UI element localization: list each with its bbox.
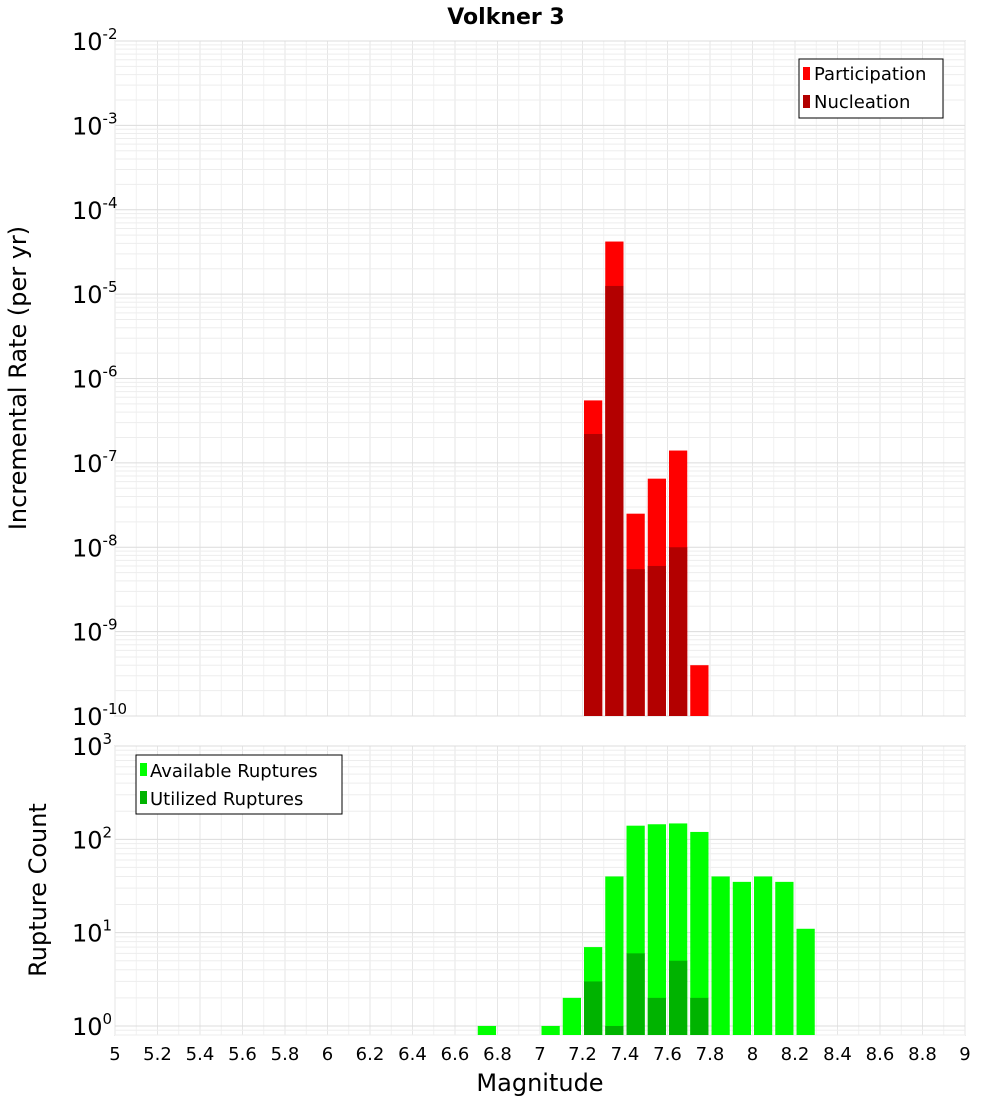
overlay-bar-count-3: [647, 997, 666, 1035]
y-tick-label: 10-8: [72, 531, 118, 562]
count-y-tick-labels: 100 101 102 103: [72, 730, 112, 1041]
count-legend: Available Ruptures Utilized Ruptures: [135, 754, 343, 815]
y-tick-label: 10-3: [72, 109, 118, 140]
participation-swatch: [803, 67, 810, 80]
overlay-bar-count-4: [669, 960, 688, 1035]
bar-count-9: [711, 876, 730, 1035]
rate-y-tick-labels: 10-10 10-9 10-8 10-7 10-6 10-5 10-4 10-3 10-2: [72, 25, 127, 731]
x-axis-title: Magnitude: [476, 1069, 603, 1097]
x-tick-label: 6.6: [441, 1044, 470, 1065]
bar-count-10: [732, 881, 751, 1035]
count-legend-box: [135, 754, 343, 815]
overlay-bar-rate-1: [605, 285, 624, 716]
nucleation-legend-label: Nucleation: [814, 92, 910, 113]
nucleation-swatch: [803, 95, 810, 108]
rate-legend-box: [798, 58, 944, 119]
bar-count-4: [605, 876, 624, 1035]
participation-legend-label: Participation: [814, 64, 926, 85]
y-tick-label: 100: [72, 1010, 112, 1041]
x-tick-label: 8.6: [866, 1044, 895, 1065]
overlay-bar-rate-4: [669, 547, 688, 716]
x-tick-label: 8.2: [781, 1044, 810, 1065]
available-legend-label: Available Ruptures: [150, 761, 318, 782]
count-bars: [477, 823, 815, 1035]
x-tick-label: 7.4: [611, 1044, 640, 1065]
bar-count-8: [690, 831, 709, 1035]
bar-count-13: [796, 928, 815, 1035]
x-tick-label: 6.2: [356, 1044, 385, 1065]
overlay-bar-rate-3: [647, 565, 666, 716]
bar-count-6: [647, 824, 666, 1035]
bar-count-2: [562, 997, 581, 1035]
y-tick-label: 10-9: [72, 616, 118, 647]
x-tick-label: 8: [747, 1044, 758, 1065]
utilized-legend-label: Utilized Ruptures: [150, 789, 303, 810]
overlay-bar-count-2: [626, 953, 645, 1035]
x-tick-label: 5.4: [186, 1044, 215, 1065]
y-tick-label: 10-10: [72, 700, 127, 731]
x-tick-label: 7: [534, 1044, 545, 1065]
y-tick-label: 10-4: [72, 194, 118, 225]
x-tick-label: 6.4: [398, 1044, 427, 1065]
x-tick-label: 8.4: [823, 1044, 852, 1065]
x-tick-label: 8.8: [908, 1044, 937, 1065]
count-y-axis-title: Rupture Count: [24, 803, 52, 977]
x-tick-label: 6: [322, 1044, 333, 1065]
x-tick-label: 7.6: [653, 1044, 682, 1065]
rate-bars: [584, 241, 709, 717]
bar-count-1: [541, 1025, 560, 1035]
rate-legend: Participation Nucleation: [798, 58, 944, 119]
y-tick-label: 102: [72, 823, 112, 854]
x-tick-label: 5: [109, 1044, 120, 1065]
overlay-bar-count-1: [605, 1025, 624, 1035]
overlay-bar-count-5: [690, 997, 709, 1035]
rate-plot: 10-10 10-9 10-8 10-7 10-6 10-5 10-4 10-3 10-2 In…: [4, 25, 966, 731]
rate-gridlines: [114, 40, 966, 717]
y-tick-label: 10-2: [72, 25, 118, 56]
bar-rate-5: [690, 665, 709, 716]
y-tick-label: 10-7: [72, 447, 118, 478]
x-tick-label: 5.6: [228, 1044, 257, 1065]
y-tick-label: 10-6: [72, 363, 118, 394]
x-tick-label: 5.2: [143, 1044, 172, 1065]
bar-count-12: [775, 881, 794, 1035]
x-tick-label: 5.8: [271, 1044, 300, 1065]
overlay-bar-count-0: [584, 981, 603, 1035]
x-tick-label: 6.8: [483, 1044, 512, 1065]
x-tick-labels: 5 5.2 5.4 5.6 5.8 6 6.2 6.4 6.6 6.8 7 7.2 7.4 7.6 7.8 8…: [109, 1044, 970, 1065]
y-tick-label: 101: [72, 917, 112, 948]
bar-count-11: [754, 876, 773, 1035]
x-tick-label: 7.8: [696, 1044, 725, 1065]
rate-y-axis-title: Incremental Rate (per yr): [4, 226, 32, 530]
y-tick-label: 10-5: [72, 278, 118, 309]
overlay-bar-rate-2: [626, 569, 645, 716]
chart-title: Volkner 3: [447, 5, 565, 30]
y-tick-label: 103: [72, 730, 112, 761]
available-swatch: [140, 763, 147, 776]
x-tick-label: 7.2: [568, 1044, 597, 1065]
overlay-bar-rate-0: [584, 433, 603, 716]
count-plot: 100 101 102 103 5 5.2 5.4 5.6 5.8 6 6.2 6.4 6.6 6.8 7…: [24, 730, 971, 1097]
x-tick-label: 9: [959, 1044, 970, 1065]
utilized-swatch: [140, 791, 147, 804]
bar-count-0: [477, 1025, 496, 1035]
